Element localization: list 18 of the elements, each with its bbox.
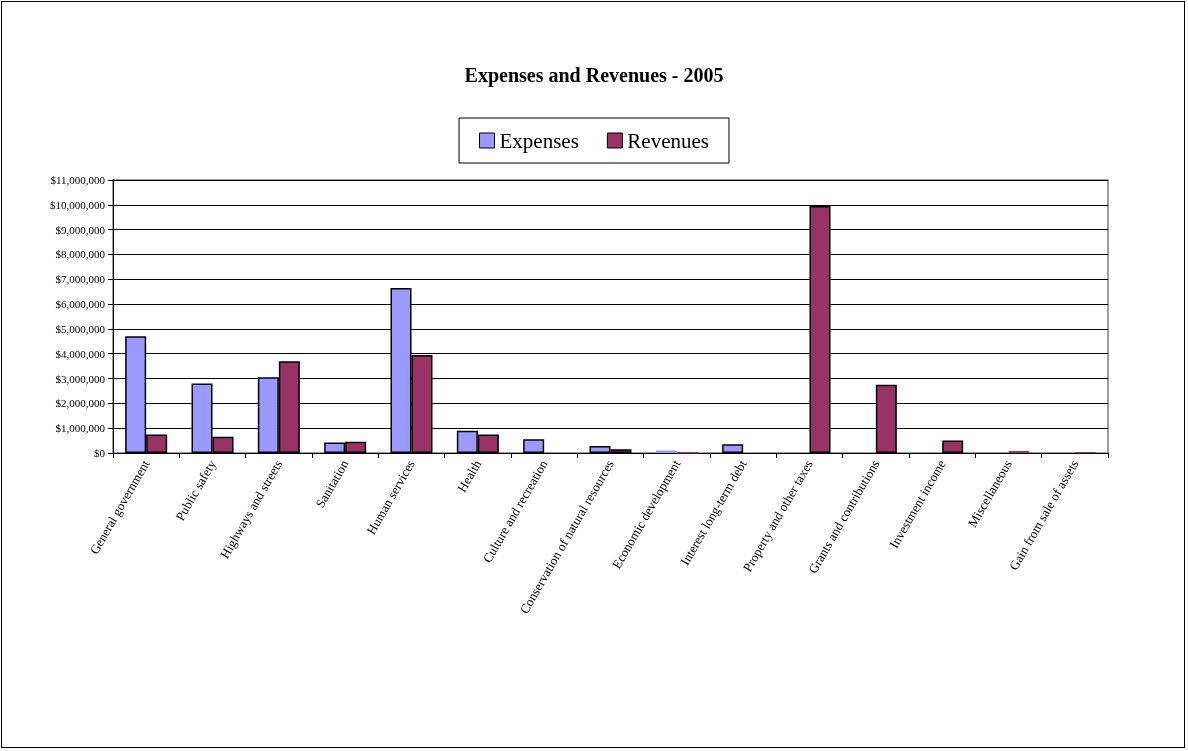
y-tick-label: $7,000,000 <box>55 273 106 286</box>
y-tick-label: $3,000,000 <box>55 372 106 385</box>
y-tick-label: $2,000,000 <box>55 397 106 410</box>
y-tick-label: $1,000,000 <box>55 422 106 435</box>
legend-label: Revenues <box>627 128 709 153</box>
y-tick-label: $10,000,000 <box>50 198 106 211</box>
y-tick-label: $5,000,000 <box>55 322 106 335</box>
y-tick-label: $9,000,000 <box>55 223 106 236</box>
y-tick-label: $8,000,000 <box>55 248 106 261</box>
legend-label: Expenses <box>499 128 579 153</box>
y-tick-label: $4,000,000 <box>55 347 106 360</box>
y-tick-label: $11,000,000 <box>50 174 106 186</box>
chart-title: Expenses and Revenues - 2005 <box>464 64 724 87</box>
bar <box>722 444 744 453</box>
bar <box>942 440 964 453</box>
y-tick-label: $6,000,000 <box>55 298 106 311</box>
bar <box>523 439 545 453</box>
y-tick-label: $0 <box>94 447 106 459</box>
